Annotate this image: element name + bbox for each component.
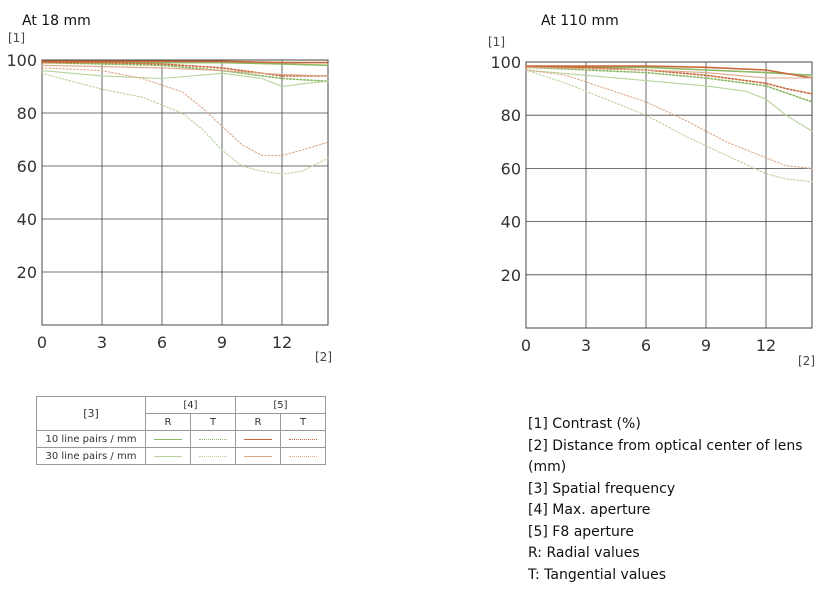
x-tick-label: 6	[641, 336, 651, 355]
mtf-series-f8-30lp-tangential	[525, 69, 813, 169]
y-axis-label: [1]	[488, 35, 505, 49]
x-tick-label: 12	[756, 336, 776, 355]
notes-list: [1] Contrast (%) [2] Distance from optic…	[528, 414, 818, 586]
legend-swatch	[235, 430, 281, 448]
x-tick-label: 3	[97, 333, 107, 352]
note-item: R: Radial values	[528, 545, 640, 561]
legend-swatch	[280, 447, 326, 465]
legend-swatch	[280, 430, 326, 448]
legend-header-frequency: [3]	[36, 396, 146, 431]
y-tick-label: 40	[501, 213, 521, 232]
note-item: [1] Contrast (%)	[528, 416, 641, 432]
mtf-series-max-10lp-tangential	[525, 66, 813, 103]
plot-frame	[41, 59, 329, 326]
y-tick-label: 40	[17, 210, 37, 229]
y-axis-label: [1]	[8, 31, 25, 45]
legend-swatch	[190, 447, 236, 465]
mtf-series-max-30lp-radial	[41, 70, 329, 88]
legend-row-30lp: 30 line pairs / mm	[36, 447, 146, 465]
y-tick-label: 60	[17, 157, 37, 176]
mtf-series-f8-30lp-radial	[525, 66, 813, 79]
note-item: [2] Distance from optical center of lens…	[528, 437, 803, 476]
legend-col-tangential: T	[190, 413, 236, 431]
x-tick-label: 0	[37, 333, 47, 352]
mtf-series-max-30lp-tangential	[525, 69, 813, 183]
x-tick-label: 3	[581, 336, 591, 355]
y-tick-label: 80	[501, 106, 521, 125]
mtf-series-f8-30lp-tangential	[41, 67, 329, 156]
x-tick-label: 12	[272, 333, 292, 352]
note-item: T: Tangential values	[528, 566, 667, 583]
note-item: [3] Spatial frequency	[528, 480, 676, 497]
plot-frame	[525, 61, 813, 329]
y-tick-label: 20	[501, 266, 521, 285]
legend-col-radial: R	[235, 413, 281, 431]
chart-title: At 18 mm	[22, 13, 91, 29]
x-axis-label: [2]	[315, 350, 332, 364]
mtf-series-max-30lp-radial	[525, 69, 813, 132]
x-tick-label: 9	[217, 333, 227, 352]
legend-header-f8-aperture: [5]	[235, 396, 326, 414]
legend-col-tangential: T	[280, 413, 326, 431]
chart-title: At 110 mm	[541, 13, 619, 29]
y-tick-label: 100	[490, 53, 521, 72]
x-axis-label: [2]	[798, 354, 815, 368]
mtf-series-f8-10lp-radial	[525, 65, 813, 79]
y-tick-label: 100	[6, 51, 37, 70]
legend-header-max-aperture: [4]	[145, 396, 236, 414]
y-tick-label: 20	[17, 263, 37, 282]
legend-swatch	[235, 447, 281, 465]
note-item: [5] F8 aperture	[528, 523, 634, 540]
x-tick-label: 0	[521, 336, 531, 355]
legend-swatch	[145, 430, 191, 448]
legend-col-radial: R	[145, 413, 191, 431]
note-item: [4] Max. aperture	[528, 502, 651, 518]
y-tick-label: 80	[17, 104, 37, 123]
y-tick-label: 60	[501, 159, 521, 178]
mtf-series-f8-10lp-radial	[41, 60, 329, 64]
legend-swatch	[190, 430, 236, 448]
mtf-series-f8-30lp-radial	[41, 64, 329, 77]
x-tick-label: 9	[701, 336, 711, 355]
x-tick-label: 6	[157, 333, 167, 352]
mtf-series-max-10lp-tangential	[41, 61, 329, 82]
mtf-series-max-30lp-tangential	[41, 72, 329, 175]
legend-table: [3] [4] [5] R T R T 10 line pairs / mm 3…	[36, 396, 326, 465]
legend-row-10lp: 10 line pairs / mm	[36, 430, 146, 448]
legend-swatch	[145, 447, 191, 465]
mtf-series-f8-10lp-tangential	[41, 61, 329, 77]
mtf-series-f8-10lp-tangential	[525, 66, 813, 95]
